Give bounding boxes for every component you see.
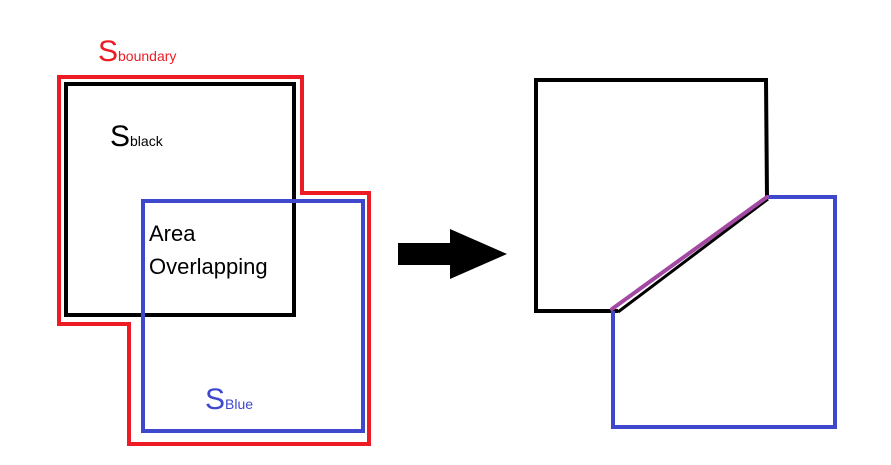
boundary-label-main: S (98, 35, 118, 68)
blue-label-sub: Blue (225, 396, 253, 412)
blue-label-main: S (205, 383, 225, 416)
shared-diagonal-edge (610, 195, 769, 311)
black-label-main: S (110, 120, 130, 153)
overlap-label-line1: Area (149, 221, 196, 246)
left-panel: Sboundary Sblack Area Overlapping SBlue (57, 35, 371, 446)
black-label: Sblack (110, 120, 164, 153)
black-cut-shape (534, 78, 769, 313)
blue-square (141, 199, 365, 433)
black-label-sub: black (130, 133, 164, 149)
blue-label: SBlue (205, 383, 253, 416)
boundary-label: Sboundary (98, 35, 176, 68)
boundary-outline (57, 75, 371, 446)
blue-cut-shape (611, 195, 837, 429)
right-arrow-icon (398, 229, 507, 279)
overlap-label-line2: Overlapping (149, 254, 268, 279)
boundary-label-sub: boundary (118, 48, 176, 64)
right-panel (534, 78, 837, 429)
black-diagonal-edge (617, 197, 769, 314)
